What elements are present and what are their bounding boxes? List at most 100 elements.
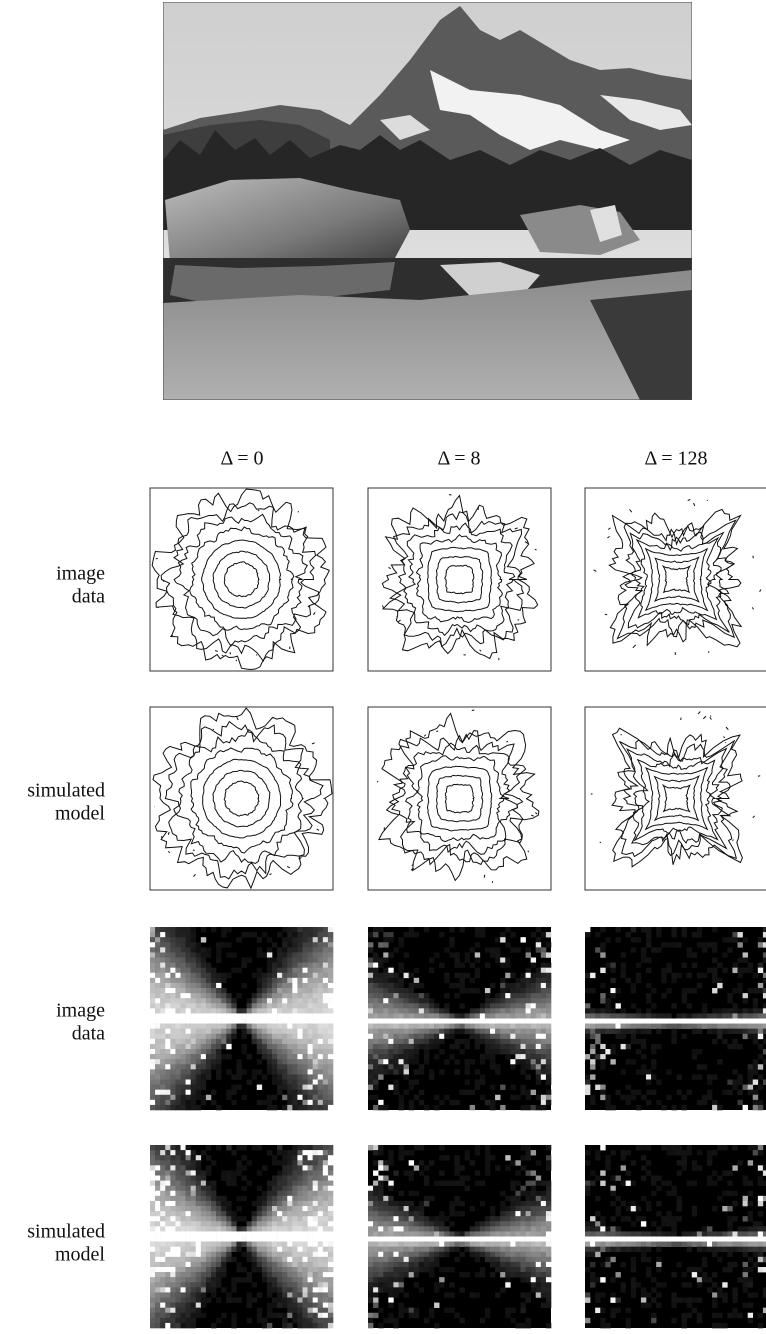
heatmap-cell (256, 1267, 263, 1273)
heatmap-cell (545, 1018, 552, 1024)
heatmap-cell (180, 1236, 186, 1242)
heatmap-cell (605, 1008, 611, 1014)
heatmap-cell (266, 1287, 273, 1293)
heatmap-cell (272, 1236, 278, 1242)
heatmap-cell (510, 1049, 516, 1055)
heatmap-cell (373, 1261, 379, 1268)
heatmap-cell (429, 1307, 435, 1314)
heatmap-cell (190, 1261, 197, 1268)
heatmap-cell (630, 937, 637, 943)
heatmap-cell (287, 1322, 293, 1329)
heatmap-cell (312, 962, 319, 968)
heatmap-cell (620, 1282, 626, 1288)
heatmap-cell (175, 1054, 181, 1060)
heatmap-cell (520, 1049, 526, 1055)
heatmap-cell (246, 1221, 252, 1227)
heatmap-cell (236, 1023, 242, 1029)
heatmap-cell (671, 1185, 677, 1192)
heatmap-cell (530, 1104, 537, 1111)
heatmap-cell (762, 927, 766, 933)
heatmap-cell (707, 1226, 713, 1232)
heatmap-cell (211, 1099, 217, 1106)
heatmap-cell (510, 947, 516, 953)
heatmap-cell (277, 1175, 283, 1181)
heatmap-cell (671, 1038, 677, 1045)
heatmap-cell (150, 957, 156, 963)
heatmap-cell (615, 1033, 621, 1040)
heatmap-cell (757, 1145, 764, 1151)
heatmap-cell (418, 1211, 425, 1217)
heatmap-cell (590, 1226, 596, 1232)
heatmap-cell (625, 1180, 632, 1186)
heatmap-cell (292, 1150, 298, 1156)
heatmap-cell (530, 1043, 537, 1050)
heatmap-cell (302, 1054, 308, 1060)
heatmap-cell (620, 1150, 626, 1156)
heatmap-cell (535, 1206, 542, 1212)
heatmap-cell (297, 1302, 303, 1308)
heatmap-cell (211, 1003, 217, 1009)
contour-panel (367, 487, 552, 672)
heatmap-cell (530, 1256, 537, 1263)
heatmap-cell (540, 1094, 547, 1101)
heatmap-cell (691, 1049, 698, 1055)
heatmap-cell (454, 1038, 460, 1045)
heatmap-cell (256, 1099, 263, 1106)
heatmap-cell (535, 1231, 542, 1237)
heatmap-cell (757, 1023, 764, 1029)
heatmap-cell (165, 1018, 171, 1024)
heatmap-cell (464, 1175, 470, 1181)
heatmap-cell (418, 1241, 425, 1247)
heatmap-cell (540, 1099, 547, 1106)
heatmap-cell (155, 1307, 161, 1314)
contour-panel (584, 706, 766, 891)
heatmap-cell (205, 1236, 212, 1242)
heatmap-cell (651, 1180, 657, 1186)
heatmap-cell (160, 1317, 166, 1324)
heatmap-cell (757, 982, 764, 989)
heatmap-cell (190, 1185, 197, 1192)
heatmap-cell (545, 1231, 552, 1237)
heatmap-cell (610, 1185, 616, 1192)
heatmap-cell (221, 1236, 227, 1242)
heatmap-cell (373, 1287, 379, 1293)
heatmap-cell (373, 952, 379, 958)
heatmap-cell (545, 1064, 552, 1070)
heatmap-cell (277, 1231, 283, 1237)
heatmap-cell (423, 1317, 430, 1324)
heatmap-cell (474, 1038, 481, 1045)
heatmap-cell (732, 1236, 738, 1242)
heatmap-cell (292, 977, 298, 984)
heatmap-cell (155, 1028, 161, 1035)
contour-line (201, 539, 282, 620)
heatmap-cell (292, 1069, 298, 1075)
heatmap-cell (175, 1261, 181, 1268)
heatmap-cell (236, 993, 242, 999)
heatmap-cell (444, 1033, 450, 1040)
heatmap-cell (747, 1241, 754, 1247)
heatmap-cell (185, 1028, 191, 1035)
heatmap-cell (190, 942, 197, 948)
heatmap-cell (717, 1236, 723, 1242)
heatmap-cell (312, 1003, 319, 1009)
heatmap-cell (307, 1170, 313, 1176)
heatmap-cell (530, 1018, 537, 1024)
heatmap-cell (615, 1246, 621, 1253)
heatmap-cell (469, 947, 476, 953)
heatmap-cell (398, 1231, 404, 1237)
heatmap-cell (226, 1231, 232, 1237)
heatmap-cell (327, 1003, 334, 1009)
heatmap-cell (752, 1241, 759, 1247)
heatmap-cell (317, 942, 324, 948)
contour-panel (149, 706, 334, 891)
heatmap-cell (732, 1246, 738, 1253)
heatmap-cell (712, 1231, 718, 1237)
heatmap-cell (251, 1231, 258, 1237)
heatmap-cell (429, 1226, 435, 1232)
heatmap-cell (535, 927, 542, 933)
heatmap-cell (322, 1195, 329, 1202)
heatmap-cell (717, 1033, 723, 1040)
heatmap-cell (429, 1261, 435, 1268)
heatmap-cell (297, 942, 303, 948)
heatmap-cell (175, 1267, 181, 1273)
